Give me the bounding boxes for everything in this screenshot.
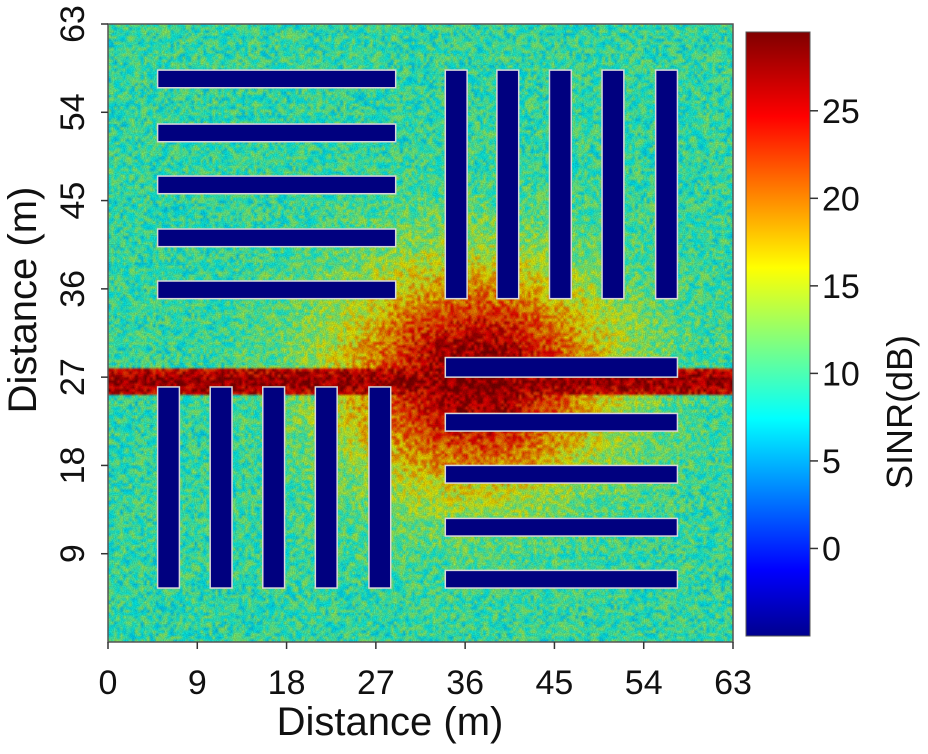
x-tick-label: 54: [625, 664, 663, 702]
obstacle-block: [548, 69, 573, 300]
y-axis-label: Distance (m): [1, 187, 45, 414]
obstacle-block: [368, 386, 392, 589]
obstacle-group: [156, 69, 679, 589]
obstacle-block: [156, 228, 397, 248]
y-tick-label: 18: [54, 447, 92, 485]
y-tick-label: 54: [54, 93, 92, 131]
obstacle-block: [209, 386, 233, 589]
obstacle-block: [156, 69, 397, 89]
y-tick-label: 63: [54, 5, 92, 43]
obstacle-block: [156, 280, 397, 300]
heatmap-speckle: [108, 24, 733, 642]
x-tick-label: 0: [99, 664, 118, 702]
obstacle-block: [156, 175, 397, 195]
colorbar-tick-label: 15: [822, 268, 860, 306]
colorbar-gradient: [745, 31, 811, 637]
obstacle-block: [444, 412, 679, 432]
y-axis: 9 18 27 36 45 54 63: [54, 5, 108, 563]
obstacle-block: [444, 464, 679, 484]
obstacle-block: [444, 69, 468, 300]
x-axis-label: Distance (m): [277, 700, 504, 744]
x-tick-label: 9: [188, 664, 207, 702]
obstacle-block: [314, 386, 338, 589]
x-axis: 0 9 18 27 36 45 54 63: [99, 642, 752, 702]
y-tick-label: 9: [54, 544, 92, 563]
colorbar-tick-label: 20: [822, 180, 860, 218]
x-tick-label: 45: [536, 664, 574, 702]
obstacle-block: [444, 356, 679, 378]
y-tick-label: 45: [54, 182, 92, 220]
obstacle-block: [444, 517, 679, 537]
obstacle-block: [654, 69, 679, 300]
x-tick-label: 18: [268, 664, 306, 702]
x-tick-label: 27: [357, 664, 395, 702]
colorbar-tick-label: 10: [822, 355, 860, 393]
colorbar-ticks: 0 5 10 15 20 25: [810, 93, 860, 568]
obstacle-block: [496, 69, 520, 300]
obstacle-block: [156, 123, 397, 143]
colorbar-label: SINR(dB): [879, 335, 920, 489]
obstacle-block: [262, 386, 286, 589]
y-tick-label: 27: [54, 358, 92, 396]
plot-frame: [107, 23, 734, 643]
colorbar-tick-label: 0: [822, 530, 841, 568]
obstacle-block: [601, 69, 625, 300]
y-tick-label: 36: [54, 270, 92, 308]
obstacle-block: [444, 569, 679, 589]
obstacle-block: [156, 386, 181, 589]
x-tick-label: 36: [446, 664, 484, 702]
colorbar: 0 5 10 15 20 25 SINR(dB): [745, 31, 920, 637]
colorbar-tick-label: 5: [822, 443, 841, 481]
plot-area: [107, 23, 734, 643]
x-tick-label: 63: [714, 664, 752, 702]
colorbar-tick-label: 25: [822, 93, 860, 131]
